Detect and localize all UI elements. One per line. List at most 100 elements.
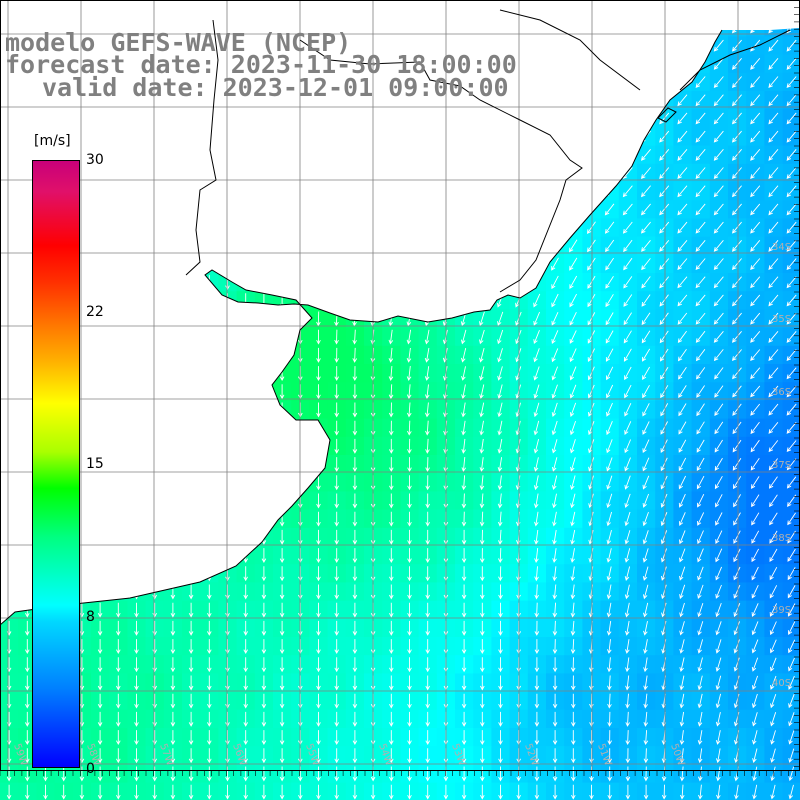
wind-arrow [624,566,631,582]
wind-arrow [642,511,649,527]
wind-arrow [607,711,612,727]
wind-arrow [770,784,776,800]
wind-arrow [480,730,485,746]
wind-arrow [461,657,467,673]
wind-arrow [768,476,778,489]
wind-arrow [498,566,503,582]
wind-arrow [787,585,796,599]
wind-arrow [679,711,685,727]
wind-arrow [696,421,705,435]
wind-arrow [715,693,722,709]
wind-arrow [480,657,485,673]
wind-arrow [731,76,742,89]
wind-arrow [713,76,724,89]
wind-arrow [786,39,797,52]
wind-arrow [261,657,267,673]
wind-arrow [751,639,759,654]
wind-arrow [534,657,540,673]
wind-arrow [43,784,48,800]
wind-arrow [97,620,103,636]
wind-arrow [715,639,722,654]
wind-arrow [713,276,724,289]
wind-arrow [770,748,776,763]
wind-arrow [659,221,670,234]
wind-arrow [697,584,704,599]
wind-arrow [750,240,761,252]
wind-arrow [696,457,705,472]
wind-arrow [695,112,706,125]
wind-arrow [425,548,430,564]
wind-arrow [116,657,121,673]
wind-arrow [389,748,394,764]
wind-arrow [697,621,704,636]
wind-arrow [604,203,615,216]
wind-arrow [388,347,394,363]
wind-arrow [188,584,194,600]
wind-arrow [571,711,576,727]
wind-arrow [643,711,649,727]
wind-arrow [352,784,358,800]
wind-arrow [261,784,267,800]
wind-arrow [679,548,686,563]
wind-arrow [388,366,394,382]
wind-arrow [352,457,358,473]
wind-arrow [497,420,503,436]
wind-arrow [659,330,669,344]
wind-arrow [715,621,722,636]
wind-arrow [786,203,797,216]
wind-arrow [443,784,449,800]
wind-arrow [170,620,176,636]
wind-arrow [697,748,703,764]
wind-arrow [25,748,30,764]
wind-arrow [552,748,558,764]
wind-arrow [534,602,540,618]
wind-arrow [389,457,394,473]
wind-arrow [569,275,578,290]
wind-arrow [641,312,651,326]
wind-arrow [425,511,430,527]
frame-ticks [0,0,800,776]
wind-arrow [334,402,339,418]
wind-arrow [750,276,761,289]
colorbar-tick: 0 [86,761,95,777]
wind-arrow [695,94,706,107]
wind-arrow [624,475,631,490]
wind-arrow [660,366,669,380]
wind-arrow [769,566,778,581]
wind-arrow [389,566,394,582]
wind-arrow [225,675,230,691]
wind-arrow [352,402,358,418]
wind-arrow [388,329,394,345]
wind-arrow [551,366,559,381]
wind-arrow [643,657,648,673]
wind-arrow [279,730,285,746]
wind-arrow [642,457,650,472]
wind-arrow [170,711,176,727]
wind-arrow [534,784,540,800]
wind-arrow [352,566,358,582]
wind-arrow [605,348,614,362]
wind-arrow [589,711,594,727]
wind-arrow [407,584,412,600]
wind-arrow [714,457,723,471]
wind-arrow [751,548,759,563]
wind-arrow [660,457,668,472]
wind-arrow [624,493,631,508]
wind-arrow [534,711,540,727]
wind-arrow [570,584,576,600]
wind-arrow [170,657,176,673]
wind-arrow [713,39,724,52]
wind-arrow [788,694,795,709]
wind-arrow [425,748,430,764]
wind-arrow [769,585,778,599]
wind-arrow [770,712,777,727]
wind-arrow [752,712,758,727]
wind-arrow [677,167,688,180]
wind-arrow [188,693,194,709]
wind-arrow [731,149,742,161]
wind-arrow [97,748,103,764]
wind-arrow [696,403,705,417]
wind-arrow [316,675,321,691]
wind-arrow [697,548,704,563]
wind-arrow [587,257,596,271]
